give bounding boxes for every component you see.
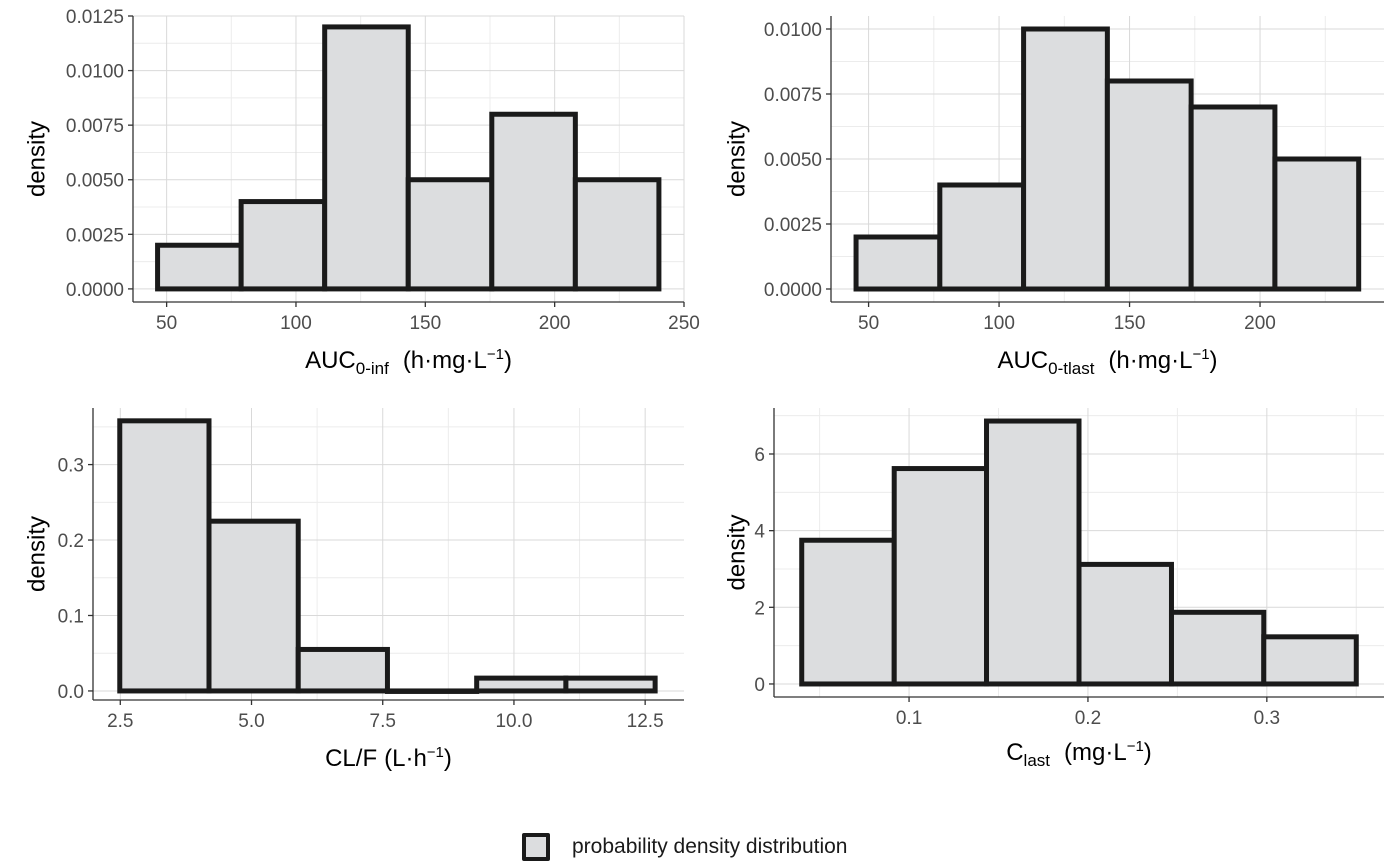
x-axis-title-units: (h·mg·L bbox=[403, 347, 487, 374]
x-axis-title: CL/F (L·h−1) bbox=[325, 744, 452, 772]
histogram-bar bbox=[155, 242, 244, 292]
histogram-bar bbox=[1021, 26, 1110, 292]
x-axis-title-units: (h·mg·L bbox=[1108, 347, 1192, 374]
histogram-bar bbox=[563, 675, 658, 694]
y-tick-label: 0.0075 bbox=[66, 116, 124, 137]
x-tick-label: 10.0 bbox=[495, 711, 532, 732]
x-tick-label: 50 bbox=[858, 313, 879, 334]
histogram-bar bbox=[489, 111, 578, 292]
histogram-bar bbox=[799, 537, 897, 687]
y-axis-title: density bbox=[723, 121, 750, 197]
histogram-bar bbox=[1104, 78, 1194, 292]
y-tick-label: 0.0125 bbox=[66, 7, 124, 28]
panel-c-last: 0 2 4 6 0.1 0.2 0.3 density Clast (mg·L−1) bbox=[723, 408, 1384, 770]
y-tick-label: 2 bbox=[754, 598, 765, 619]
x-tick-label: 2.5 bbox=[107, 711, 133, 732]
x-tick-label: 100 bbox=[280, 313, 312, 334]
x-tick-label: 0.3 bbox=[1254, 708, 1280, 729]
x-tick-label: 7.5 bbox=[370, 711, 396, 732]
x-axis-title: AUC0-inf (h·mg·L−1) bbox=[305, 346, 512, 378]
x-axis-title-close: ) bbox=[1210, 347, 1218, 374]
x-axis-title-superscript: −1 bbox=[1127, 738, 1144, 755]
histogram-bar bbox=[853, 234, 943, 292]
x-axis-title-subscript: 0-inf bbox=[356, 359, 389, 378]
histogram-bar bbox=[1168, 609, 1267, 687]
y-tick-label: 0.0075 bbox=[764, 85, 822, 106]
y-tick-label: 0.0000 bbox=[764, 280, 822, 301]
histogram-bars bbox=[117, 418, 658, 694]
histogram-bar bbox=[295, 646, 390, 694]
histogram-bar bbox=[322, 24, 411, 292]
panel-auc-tlast: 0.0000 0.0025 0.0050 0.0075 0.0100 50 100 150 20… bbox=[723, 16, 1384, 378]
histogram-bar bbox=[1272, 156, 1362, 292]
y-tick-label: 0.3 bbox=[58, 456, 84, 477]
y-tick-label: 0.0050 bbox=[764, 150, 822, 171]
x-axis-title-units: (mg·L bbox=[1064, 739, 1127, 766]
x-tick-label: 150 bbox=[1114, 313, 1146, 334]
x-axis-title-units: (L·h bbox=[384, 745, 427, 772]
histogram-bars bbox=[853, 26, 1362, 292]
x-axis-title-main: CL/F bbox=[325, 745, 377, 772]
legend-label: probability density distribution bbox=[572, 835, 848, 858]
x-axis-title-superscript: −1 bbox=[1192, 346, 1209, 363]
legend: probability density distribution bbox=[522, 829, 847, 865]
histogram-bar bbox=[206, 518, 301, 694]
x-axis-title-main: C bbox=[1006, 739, 1023, 766]
x-tick-label: 200 bbox=[1244, 313, 1276, 334]
y-tick-label: 0.0050 bbox=[66, 171, 124, 192]
histogram-bar bbox=[891, 466, 990, 687]
panel-cl-f: 0.0 0.1 0.2 0.3 2.5 5.0 7.5 10.0 12.5 density CL/F… bbox=[23, 408, 684, 772]
x-axis-title: AUC0-tlast (h·mg·L−1) bbox=[997, 346, 1217, 378]
y-axis-title: density bbox=[723, 514, 750, 590]
x-axis-title-superscript: −1 bbox=[427, 744, 444, 761]
x-axis-title-close: ) bbox=[504, 347, 512, 374]
histogram-bar bbox=[1188, 104, 1278, 292]
x-axis-title: Clast (mg·L−1) bbox=[1006, 738, 1152, 770]
x-tick-label: 50 bbox=[156, 313, 177, 334]
histogram-bars bbox=[799, 418, 1359, 687]
histogram-bar bbox=[474, 675, 569, 694]
x-tick-label: 0.2 bbox=[1075, 708, 1101, 729]
x-tick-label: 0.1 bbox=[896, 708, 922, 729]
y-tick-label: 0.0000 bbox=[66, 280, 124, 301]
x-tick-label: 200 bbox=[539, 313, 571, 334]
y-tick-label: 6 bbox=[754, 445, 765, 466]
histogram-bar bbox=[1076, 561, 1174, 687]
histogram-bar bbox=[572, 177, 662, 292]
x-axis-title-close: ) bbox=[1144, 739, 1152, 766]
x-axis-title-subscript: last bbox=[1024, 751, 1051, 770]
y-tick-label: 0.0100 bbox=[66, 62, 124, 83]
histogram-bar bbox=[937, 182, 1027, 292]
histogram-bar bbox=[984, 418, 1082, 687]
histogram-bars bbox=[155, 24, 662, 292]
x-tick-label: 150 bbox=[409, 313, 441, 334]
y-tick-label: 0.0025 bbox=[764, 215, 822, 236]
y-tick-label: 0 bbox=[754, 675, 765, 696]
y-axis-title: density bbox=[23, 121, 50, 197]
histogram-bar bbox=[1261, 634, 1359, 687]
x-tick-label: 100 bbox=[983, 313, 1015, 334]
histogram-bar bbox=[405, 177, 495, 292]
y-tick-label: 4 bbox=[754, 522, 765, 543]
x-axis-title-close: ) bbox=[444, 745, 452, 772]
x-axis-title-subscript: 0-tlast bbox=[1048, 359, 1095, 378]
x-tick-label: 5.0 bbox=[238, 711, 264, 732]
panel-auc-inf: 0.0000 0.0025 0.0050 0.0075 0.0100 0.0125 50 10… bbox=[23, 7, 699, 378]
y-tick-label: 0.1 bbox=[58, 606, 84, 627]
x-axis-title-main: AUC bbox=[305, 347, 356, 374]
histogram-bar bbox=[117, 418, 212, 694]
histogram-bar bbox=[384, 688, 480, 694]
y-axis-title: density bbox=[23, 516, 50, 592]
x-axis-title-main: AUC bbox=[997, 347, 1048, 374]
x-axis-title-superscript: −1 bbox=[487, 346, 504, 363]
y-tick-label: 0.0100 bbox=[764, 20, 822, 41]
y-tick-label: 0.0025 bbox=[66, 225, 124, 246]
y-tick-label: 0.0 bbox=[58, 682, 84, 703]
x-tick-label: 12.5 bbox=[627, 711, 664, 732]
x-tick-label: 250 bbox=[668, 313, 700, 334]
legend-key-swatch bbox=[522, 833, 550, 861]
y-tick-label: 0.2 bbox=[58, 531, 84, 552]
histogram-bar bbox=[238, 199, 328, 292]
